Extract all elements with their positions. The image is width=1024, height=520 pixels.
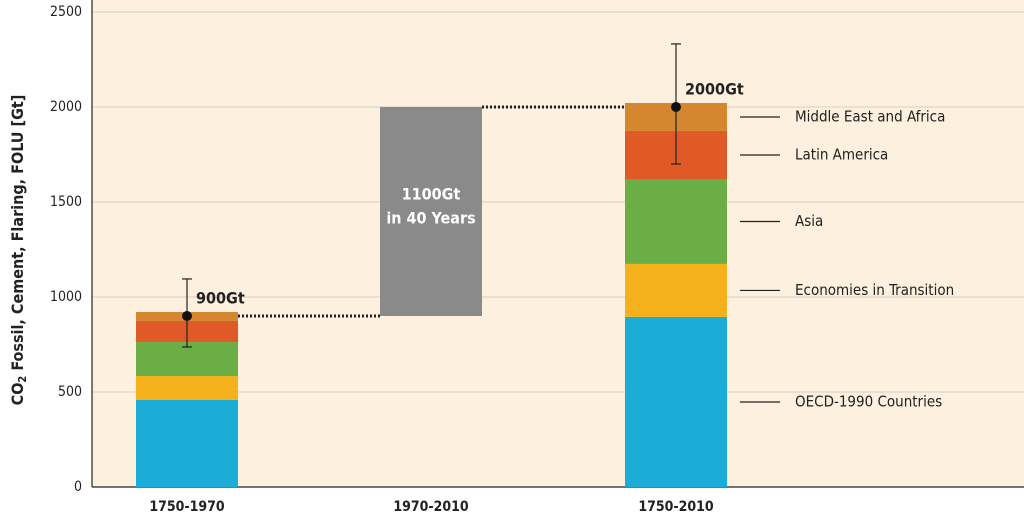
legend-label: Latin America xyxy=(795,145,888,163)
x-tick-label: 1750-1970 xyxy=(149,499,225,515)
bar-segment xyxy=(136,342,238,377)
total-point xyxy=(671,102,681,112)
y-tick-label: 1500 xyxy=(50,194,82,210)
y-label-rest: Fossil, Cement, Flaring, FOLU [Gt] xyxy=(8,95,27,376)
x-tick-label: 1970-2010 xyxy=(393,499,469,515)
bar-segment xyxy=(625,316,727,487)
legend-label: Economies in Transition xyxy=(795,281,954,299)
y-tick-label: 0 xyxy=(74,479,82,495)
change-sublabel: in 40 Years xyxy=(386,209,475,228)
y-tick-label: 2500 xyxy=(50,4,82,20)
y-axis-label: CO2 Fossil, Cement, Flaring, FOLU [Gt] xyxy=(8,95,30,406)
legend-label: Middle East and Africa xyxy=(795,107,945,125)
legend-label: OECD-1990 Countries xyxy=(795,392,942,410)
y-tick-label: 1000 xyxy=(50,289,82,305)
total-label: 900Gt xyxy=(196,289,245,308)
y-tick-label: 2000 xyxy=(50,99,82,115)
change-label: 1100Gt xyxy=(402,185,461,204)
y-label-subscript: 2 xyxy=(16,376,29,383)
plot-background xyxy=(92,0,1024,487)
change-bar xyxy=(380,107,482,316)
total-point xyxy=(182,311,192,321)
y-label-prefix: CO xyxy=(8,383,27,406)
bar-segment xyxy=(625,179,727,264)
legend-label: Asia xyxy=(795,212,823,230)
y-tick-label: 500 xyxy=(58,384,82,400)
x-tick-label: 1750-2010 xyxy=(638,499,714,515)
bar-segment xyxy=(136,399,238,487)
total-label: 2000Gt xyxy=(685,80,744,99)
bar-segment xyxy=(625,263,727,317)
bar-segment xyxy=(136,376,238,400)
